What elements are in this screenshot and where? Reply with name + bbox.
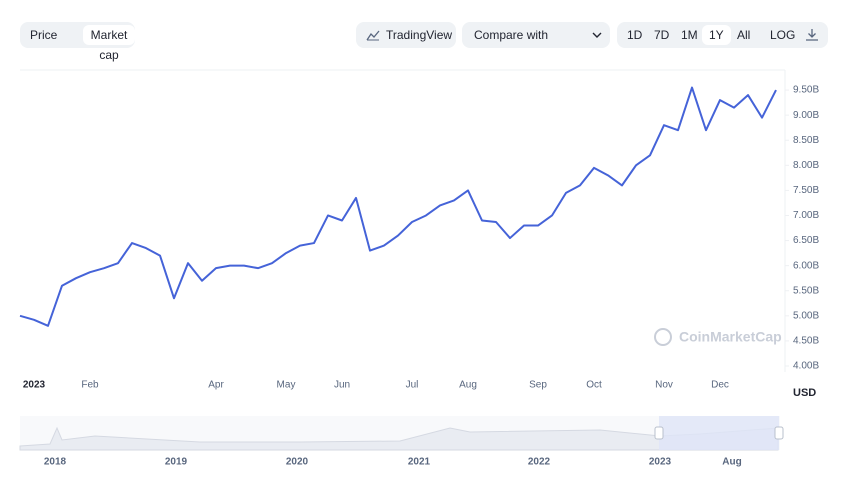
- navigator-label: 2019: [165, 457, 188, 468]
- label: TradingView: [386, 28, 453, 42]
- range-group: 1D 7D 1M 1Y All LOG: [617, 22, 828, 48]
- currency: USD: [793, 387, 816, 399]
- y-tick-label: 5.00B: [793, 310, 819, 321]
- y-tick-label: 9.00B: [793, 110, 819, 121]
- x-tick-label: Nov: [655, 380, 673, 391]
- y-tick-label: 9.50B: [793, 85, 819, 96]
- tab[interactable]: Price: [30, 28, 58, 42]
- label: Compare with: [474, 28, 549, 42]
- icon: [366, 30, 380, 41]
- navigator-label: 2021: [408, 457, 431, 468]
- download-icon[interactable]: [805, 28, 819, 42]
- x-tick-label: Sep: [529, 380, 547, 391]
- x-tick-label: Dec: [711, 380, 729, 391]
- y-tick-label: 6.00B: [793, 260, 819, 271]
- navigator: [20, 416, 780, 450]
- range-active[interactable]: 1Y: [702, 25, 731, 45]
- navigator-area: [19, 426, 779, 451]
- navigator-selection[interactable]: [659, 416, 779, 450]
- range[interactable]: All: [737, 28, 751, 42]
- y-tick-label: 6.50B: [793, 235, 819, 246]
- y-tick-label: 4.00B: [793, 361, 819, 372]
- y-tick-label: 7.50B: [793, 185, 819, 196]
- compare-select[interactable]: Compare with: [462, 22, 610, 48]
- price-line: [19, 86, 777, 327]
- navigator-label: 2023: [649, 457, 672, 468]
- x-tick-label: Apr: [208, 380, 224, 391]
- navigator-label: 2020: [286, 457, 309, 468]
- y-tick-label: 5.50B: [793, 285, 819, 296]
- x-tick-label: Jun: [334, 380, 350, 391]
- chevron: [592, 32, 602, 38]
- navigator-handle[interactable]: [654, 426, 664, 440]
- watermark-logo: [654, 328, 672, 346]
- navigator-label: 2018: [44, 457, 67, 468]
- tab-group: Price Market cap: [20, 22, 135, 62]
- range[interactable]: 1D: [627, 28, 643, 42]
- y-tick-label: 8.50B: [793, 135, 819, 146]
- tradingview-button[interactable]: TradingView: [356, 22, 456, 48]
- log-toggle[interactable]: LOG: [770, 28, 796, 42]
- x-tick-label: 2023: [23, 380, 46, 391]
- y-tick-label: 8.00B: [793, 160, 819, 171]
- x-tick-label: Jul: [406, 380, 419, 391]
- navigator-label: 2022: [528, 457, 551, 468]
- x-tick-label: Feb: [81, 380, 99, 391]
- watermark: CoinMarketCap: [679, 329, 782, 345]
- range[interactable]: 1M: [681, 28, 698, 42]
- y-tick-label: 4.50B: [793, 336, 819, 347]
- y-tick-label: 7.00B: [793, 210, 819, 221]
- x-tick-label: Oct: [586, 380, 602, 391]
- navigator-label: Aug: [722, 457, 741, 468]
- x-tick-label: Aug: [459, 380, 477, 391]
- navigator-handle[interactable]: [774, 426, 784, 440]
- range[interactable]: 7D: [654, 28, 670, 42]
- x-tick-label: May: [277, 380, 296, 391]
- tab-active[interactable]: Market cap: [83, 25, 135, 62]
